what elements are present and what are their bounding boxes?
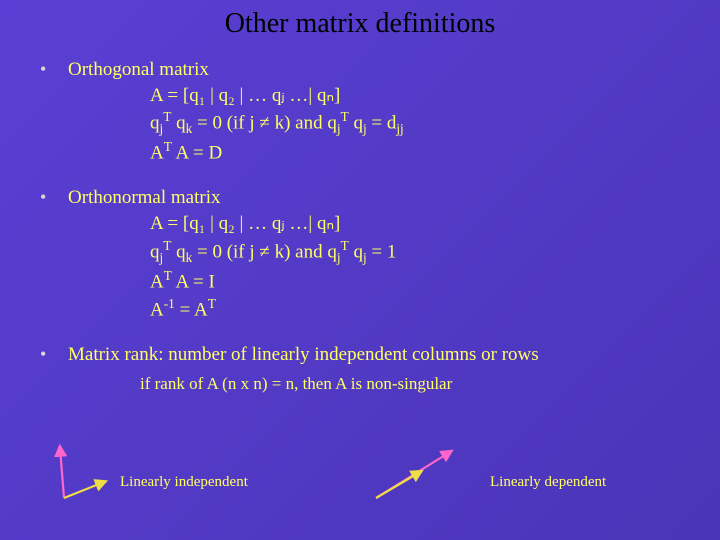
orthogonal-heading: Orthogonal matrix xyxy=(68,58,209,83)
dependent-arrows-icon xyxy=(370,442,470,502)
rank-note: if rank of A (n x n) = n, then A is non-… xyxy=(40,373,700,396)
independent-arrows-icon xyxy=(50,442,120,502)
dependent-label: Linearly dependent xyxy=(490,474,606,491)
orthonormal-heading: Orthonormal matrix xyxy=(68,186,221,211)
bottom-illustrations: Linearly independent Linearly dependent xyxy=(0,442,720,512)
rank-heading: Matrix rank: number of linearly independ… xyxy=(68,343,539,368)
bullet-icon: • xyxy=(40,186,68,209)
bullet-icon: • xyxy=(40,343,68,366)
orthonormal-line1: A = [q₁ | q₂ | … qⱼ …| qₙ] xyxy=(40,211,700,237)
content-area: • Orthogonal matrix A = [q₁ | q₂ | … qⱼ … xyxy=(0,58,720,396)
orthogonal-line2: qjT qk = 0 (if j ≠ k) and qjT qj = djj xyxy=(40,108,700,138)
orthogonal-line1: A = [q₁ | q₂ | … qⱼ …| qₙ] xyxy=(40,83,700,109)
orthogonal-line3: AT A = D xyxy=(40,138,700,166)
section-rank: • Matrix rank: number of linearly indepe… xyxy=(40,343,700,368)
orthonormal-line3: AT A = I xyxy=(40,267,700,295)
orthonormal-line2: qjT qk = 0 (if j ≠ k) and qjT qj = 1 xyxy=(40,237,700,267)
independent-label: Linearly independent xyxy=(120,474,248,491)
orthonormal-line4: A-1 = AT xyxy=(40,295,700,323)
bullet-icon: • xyxy=(40,58,68,81)
section-orthogonal: • Orthogonal matrix xyxy=(40,58,700,83)
section-orthonormal: • Orthonormal matrix xyxy=(40,186,700,211)
slide-title: Other matrix definitions xyxy=(0,0,720,44)
